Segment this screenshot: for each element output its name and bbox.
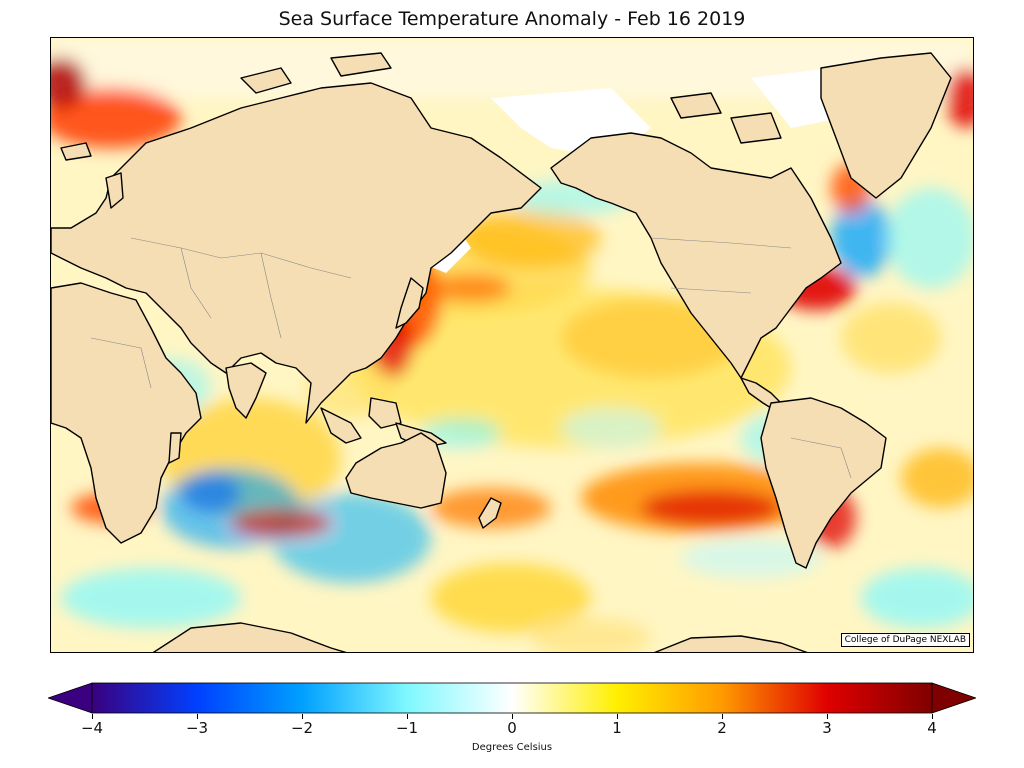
colorbar-tick-label: 0 <box>507 719 517 737</box>
colorbar-tick-label: 2 <box>717 719 727 737</box>
sst-anomaly-map: College of DuPage NEXLAB <box>50 37 974 653</box>
colorbar-tick <box>197 714 198 719</box>
colorbar-ticks: −4 −3 −2 −1 0 1 2 3 4 <box>0 714 1024 744</box>
colorbar-tick-label: −4 <box>80 719 104 737</box>
land-masses <box>51 52 952 652</box>
colorbar-tick-label: −2 <box>290 719 314 737</box>
colorbar-max-arrow <box>931 682 976 714</box>
colorbar-tick <box>302 714 303 719</box>
colorbar-tick <box>512 714 513 719</box>
credit-label: College of DuPage NEXLAB <box>840 633 970 647</box>
colorbar-tick-label: 4 <box>927 719 937 737</box>
colorbar-tick <box>827 714 828 719</box>
map-svg <box>51 38 973 652</box>
map-title: Sea Surface Temperature Anomaly - Feb 16… <box>278 8 746 30</box>
colorbar-label: Degrees Celsius <box>471 742 553 753</box>
colorbar-tick-label: −3 <box>185 719 209 737</box>
colorbar-tick <box>407 714 408 719</box>
colorbar-tick <box>722 714 723 719</box>
colorbar-tick <box>92 714 93 719</box>
colorbar-tick <box>617 714 618 719</box>
colorbar-gradient <box>91 682 933 714</box>
colorbar <box>48 682 976 714</box>
colorbar-tick-label: 1 <box>612 719 622 737</box>
colorbar-tick-label: −1 <box>395 719 419 737</box>
colorbar-tick-label: 3 <box>822 719 832 737</box>
colorbar-tick <box>932 714 933 719</box>
colorbar-min-arrow <box>48 682 93 714</box>
country-borders <box>90 237 852 479</box>
